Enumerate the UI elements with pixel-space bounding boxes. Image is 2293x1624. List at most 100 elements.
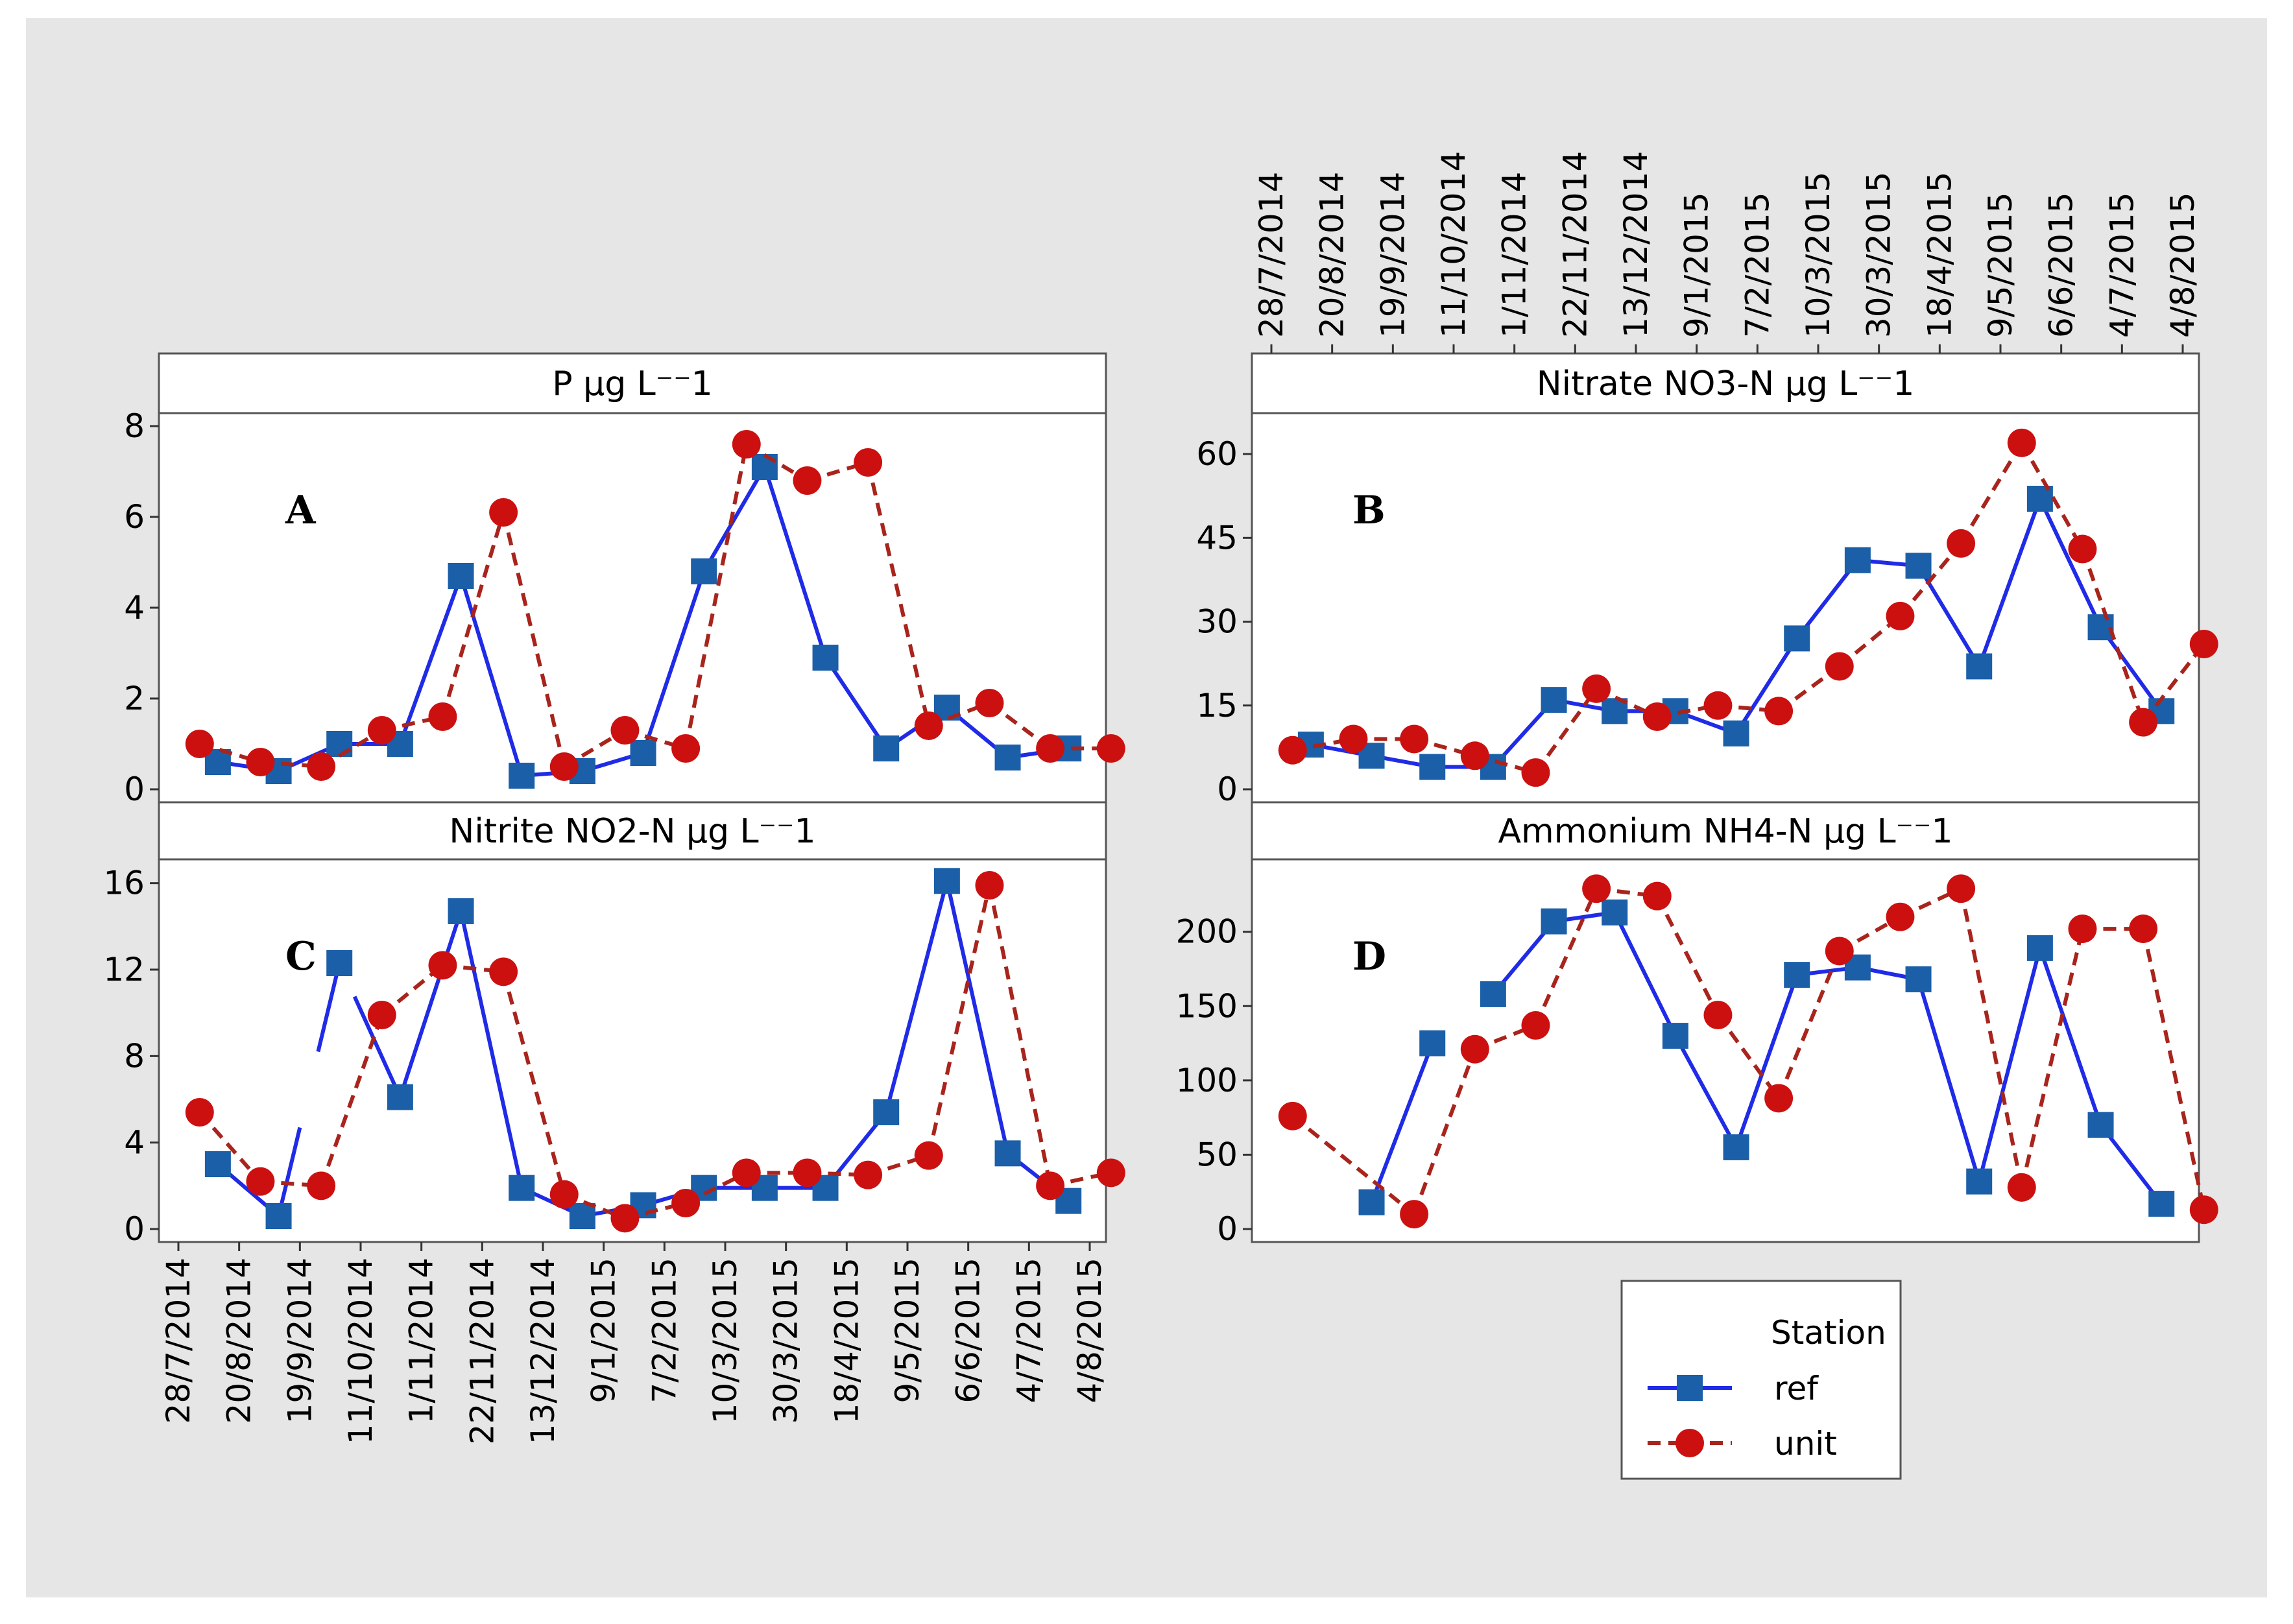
panel-C-ref-point xyxy=(448,898,474,924)
x-tick-label: 4/7/2015 xyxy=(1010,1258,1048,1403)
panel-A-ref-segment xyxy=(763,466,828,658)
panel-B-unit-point xyxy=(1703,691,1733,720)
panel-B-unit-point xyxy=(2007,428,2036,457)
panel-B-unit-point xyxy=(1400,724,1429,754)
panel-D-ref-point xyxy=(1419,1030,1446,1057)
panel-D: Ammonium NH4-N µg L⁻⁻1 0 50 100 150 200 D xyxy=(1176,801,2218,1248)
panel-D-unit-point xyxy=(1642,881,1672,911)
panel-B-ytick-label: 45 xyxy=(1196,519,1238,556)
panel-C-ref-segment xyxy=(352,996,402,1098)
x-tick-label: 6/6/2015 xyxy=(2043,192,2080,338)
panel-D-unit-segment xyxy=(1291,1114,1416,1216)
panel-C-ref-point xyxy=(509,1175,535,1201)
legend-unit-marker xyxy=(1675,1429,1704,1457)
panel-D-unit-segment xyxy=(2019,928,2085,1188)
panels: P µg L⁻⁻1 0 2 4 6 8 A Nitrate NO3-N µg L⁻⁻1 0 15 3… xyxy=(103,151,2218,1444)
x-tick-label: 19/9/2014 xyxy=(281,1258,318,1424)
panel-D-unit-point xyxy=(1764,1084,1794,1113)
x-tick-label: 9/5/2015 xyxy=(889,1258,926,1403)
panel-C-ref-segment xyxy=(459,911,524,1189)
panel-D-unit-point xyxy=(1278,1101,1307,1130)
panel-C-unit-segment xyxy=(319,1014,384,1187)
legend-ref-marker xyxy=(1677,1375,1703,1401)
panel-B-unit-point xyxy=(1278,735,1307,765)
x-tick-label: 22/11/2014 xyxy=(463,1258,501,1444)
panel-D-ref-segment xyxy=(2038,947,2103,1126)
x-tick-label: 4/7/2015 xyxy=(2103,192,2141,338)
panel-B-unit-point xyxy=(1642,702,1672,731)
panel-B-unit-point xyxy=(1886,601,1915,630)
panel-D-title-strip xyxy=(1251,801,2200,861)
panel-A-unit-segment xyxy=(866,462,931,726)
panel-A-unit-point xyxy=(1096,734,1125,763)
panel-D-ref-point xyxy=(1723,1134,1749,1160)
panel-C-ref-point xyxy=(569,1203,595,1229)
panel-D-unit-point xyxy=(1703,1001,1733,1029)
panel-A-unit-point xyxy=(854,448,883,477)
x-tick-label: 7/2/2015 xyxy=(1738,192,1776,338)
panel-B-ref-point xyxy=(1419,754,1446,780)
x-tick-label: 6/6/2015 xyxy=(950,1258,987,1403)
panel-A-ref-segment xyxy=(459,575,524,776)
x-tick-label: 13/12/2014 xyxy=(524,1258,562,1444)
panel-B-unit-point xyxy=(1582,674,1611,703)
panel-B-ref-segment xyxy=(2038,497,2103,628)
x-tick-label: 1/11/2014 xyxy=(403,1258,440,1424)
panel-B-unit-segment xyxy=(1534,687,1598,774)
panel-A-unit-point xyxy=(428,702,457,731)
panel-D-plot-area xyxy=(1251,858,2200,1243)
panel-D-title: Ammonium NH4-N µg L⁻⁻1 xyxy=(1498,812,1952,851)
panel-A-ref-point xyxy=(509,763,535,789)
panel-A-title-strip xyxy=(158,352,1107,414)
panel-A-unit-point xyxy=(489,498,518,527)
panel-C-unit-point xyxy=(854,1160,883,1189)
panel-B-ref-point xyxy=(1844,547,1871,573)
panel-A-title: P µg L⁻⁻1 xyxy=(552,364,712,403)
x-tick-label: 28/7/2014 xyxy=(160,1258,197,1424)
panel-B-ref-point xyxy=(1784,625,1810,652)
panel-D-unit-segment xyxy=(1959,888,2024,1188)
x-tick-label: 30/3/2015 xyxy=(767,1258,805,1424)
panel-D-unit-point xyxy=(2007,1173,2036,1202)
panel-A-ytick-label: 4 xyxy=(124,589,145,627)
panel-A-unit-point xyxy=(1036,734,1065,763)
x-tick-label: 30/3/2015 xyxy=(1860,172,1898,338)
panel-A-unit-point xyxy=(549,752,579,781)
x-tick-label: 20/8/2014 xyxy=(1314,172,1351,338)
panel-A-ref-segment xyxy=(702,466,767,573)
panel-A-ytick-label: 0 xyxy=(124,770,145,808)
x-tick-label: 1/11/2014 xyxy=(1496,172,1533,338)
panel-D-ref-point xyxy=(1602,899,1628,925)
panel-C-unit-point xyxy=(367,1001,396,1029)
panel-B-ref-segment xyxy=(1977,497,2042,667)
panel-C-ref-segment xyxy=(944,880,1010,1154)
panel-A-unit-point xyxy=(246,748,275,776)
panel-B-ytick-label: 0 xyxy=(1217,770,1238,808)
panel-C-title: Nitrite NO2-N µg L⁻⁻1 xyxy=(449,812,815,851)
panel-C-title-strip xyxy=(158,801,1107,861)
panel-D-ytick-label: 50 xyxy=(1196,1136,1238,1173)
panel-D-unit-segment xyxy=(1412,1048,1477,1215)
panel-B-ref-point xyxy=(1905,553,1932,579)
panel-C-unit-point xyxy=(732,1158,761,1188)
panel-A-unit-point xyxy=(975,689,1004,717)
panel-A-unit-point xyxy=(914,711,943,740)
panel-B-ytick-label: 30 xyxy=(1196,603,1238,641)
panel-D-unit-point xyxy=(1400,1200,1429,1229)
panel-A-unit-segment xyxy=(684,444,749,749)
panel-D-unit-segment xyxy=(1777,950,1842,1099)
panel-C-unit-point xyxy=(489,957,518,986)
panel-C-unit-point xyxy=(1036,1171,1065,1200)
panel-D-unit-point xyxy=(1825,937,1854,966)
panel-D-ref-segment xyxy=(1916,979,1982,1182)
panel-B-unit-segment xyxy=(2080,548,2145,723)
panel-D-ref-point xyxy=(1966,1168,1993,1195)
panel-B-ytick-label: 15 xyxy=(1196,687,1238,724)
panel-A-ref-point xyxy=(873,735,900,761)
panel-C-unit-point xyxy=(549,1180,579,1209)
panel-D-unit-point xyxy=(1460,1034,1489,1064)
panel-D-unit-segment xyxy=(1533,887,1598,1027)
panel-B-unit-point xyxy=(2129,708,2158,737)
panel-C-unit-segment xyxy=(501,971,566,1195)
